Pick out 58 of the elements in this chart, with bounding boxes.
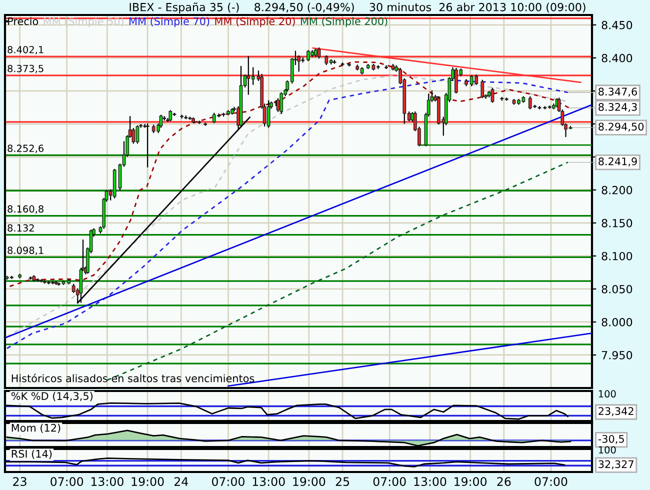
- x-tick-label: 13:00: [91, 477, 124, 486]
- y-tick-label: 8.400: [602, 54, 632, 62]
- text: 32,327: [598, 460, 634, 470]
- text: -30,5: [598, 434, 624, 444]
- x-tick-label: 07:00: [373, 477, 406, 486]
- text: MM (Simple 70): [130, 17, 210, 28]
- x-tick-label: 13:00: [252, 477, 285, 486]
- candlestick: [136, 125, 140, 144]
- ref-line-label: 8.402,1: [8, 46, 44, 54]
- candlestick: [280, 92, 284, 114]
- y-tick-label: 8.150: [602, 218, 632, 228]
- candlestick: [297, 55, 301, 72]
- y-tick-label: 8.050: [602, 284, 632, 294]
- ref-line-label: 8.160,8: [8, 205, 44, 214]
- candlestick: [168, 110, 172, 122]
- y-tick-label: 8.450: [602, 20, 632, 30]
- text: Precio: [8, 17, 38, 26]
- candlestick: [266, 100, 270, 128]
- text: MM (Simple 200): [300, 17, 388, 28]
- x-tick-label: 07:00: [212, 477, 244, 486]
- x-tick-label: 19:00: [454, 477, 487, 486]
- candlestick: [306, 50, 310, 62]
- annotation: Históricos alisados en saltos tras vencimientos: [12, 374, 254, 382]
- ref-line-label: 8.098,1: [8, 246, 44, 256]
- candlestick: [146, 123, 150, 168]
- x-tick-label: 23: [13, 477, 26, 486]
- x-tick-label: 25: [336, 477, 350, 486]
- candlestick: [51, 281, 54, 284]
- ref-line-label: 8.132: [8, 224, 34, 232]
- text: 100: [598, 390, 616, 398]
- text: MM (Simple 20): [215, 17, 295, 28]
- text: MM (Simple 50): [44, 17, 124, 28]
- x-tick-label: 19:00: [293, 477, 326, 486]
- text: 23,342: [598, 407, 634, 416]
- chart-title: RSI (14): [12, 450, 52, 459]
- ref-line-label: 8.252,6: [8, 144, 44, 154]
- annotation: 8.347,6: [598, 88, 637, 97]
- y-tick-label: 8.200: [602, 186, 632, 194]
- chart-title: IBEX - España 35 (-) 8.294,50 (-0,49%) 30 minutos 26 abr 2013 10:00 (09:00): [130, 2, 586, 14]
- x-tick-label: 24: [174, 477, 188, 486]
- x-tick-label: 13:00: [414, 477, 446, 486]
- y-tick-label: 8.100: [602, 252, 632, 260]
- x-tick-label: 26: [497, 477, 511, 486]
- annotation: 8.294,50: [598, 122, 644, 132]
- line-series: [106, 162, 568, 381]
- x-tick-label: 07:00: [534, 477, 568, 486]
- chart-title: Mom (12): [12, 424, 60, 434]
- candlestick: [317, 47, 321, 58]
- y-tick-label: 8.000: [602, 318, 632, 326]
- annotation: 8.241,9: [598, 157, 637, 166]
- candlestick: [480, 80, 484, 98]
- x-tick-label: 07:00: [50, 477, 84, 486]
- text: 100: [598, 446, 616, 454]
- ref-line-label: 8.373,5: [8, 64, 44, 74]
- x-tick-label: 19:00: [132, 477, 164, 486]
- chart-title: %K %D (14,3,5): [11, 392, 93, 402]
- annotation: 8.324,3: [598, 103, 637, 112]
- y-tick-label: 7.950: [602, 350, 632, 360]
